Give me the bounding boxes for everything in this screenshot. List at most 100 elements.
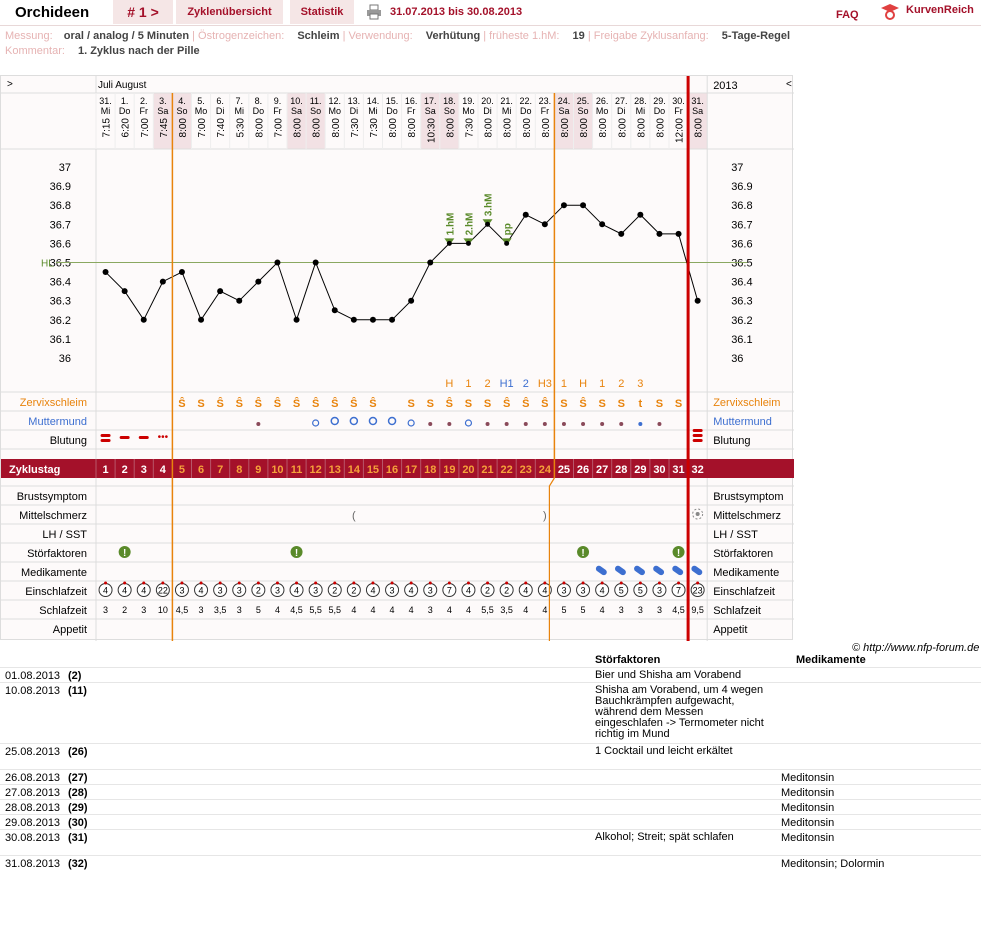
schlafzeit-value: 5,5: [309, 605, 322, 615]
nav-right-arrow: <: [786, 79, 792, 90]
day-date: 31.: [99, 96, 112, 106]
notes-stoerfaktor: Bier und Shisha am Vorabend: [595, 669, 742, 681]
day-weekday: Fr: [407, 106, 416, 116]
y-tick-left: 36.3: [50, 296, 71, 308]
einschlafzeit-value: 4: [103, 586, 108, 596]
cervix-symbol: S: [407, 398, 414, 410]
muttermund-symbol: [368, 416, 378, 426]
row-label-right: Mittelschmerz: [713, 510, 781, 522]
cycle-day-number: 17: [405, 464, 417, 476]
muttermund-symbol: [600, 422, 605, 426]
y-tick-left: 36.4: [50, 277, 71, 289]
row-label-right: Schlafzeit: [713, 605, 761, 617]
einschlafzeit-value: 2: [504, 586, 509, 596]
schlafzeit-value: 3,5: [214, 605, 227, 615]
info-label: Verwendung:: [348, 30, 413, 42]
medication-icon: [614, 565, 626, 576]
row-label-left: Zervixschleim: [20, 397, 87, 409]
notes-medikament: Meditonsin: [781, 817, 835, 829]
row-label-left: Mittelschmerz: [19, 510, 87, 522]
day-weekday: Fr: [674, 106, 683, 116]
clock-marker: [466, 581, 470, 585]
schlafzeit-value: 5: [561, 605, 566, 615]
notes-date: 29.08.2013: [5, 817, 61, 829]
cervix-symbol: Ŝ: [522, 397, 529, 410]
day-date: 3.: [159, 96, 167, 106]
day-time: 8:00: [617, 118, 628, 138]
cervix-symbol: Ŝ: [350, 397, 357, 410]
cervix-symbol: S: [656, 398, 663, 410]
day-date: 11.: [310, 96, 322, 106]
row-label-right: Blutung: [713, 435, 750, 447]
tab-statistik[interactable]: Statistik: [290, 0, 354, 24]
day-time: 8:00: [636, 118, 647, 138]
notes-cycle-day: (32): [68, 858, 88, 870]
clock-marker: [180, 581, 184, 585]
comment-line: Kommentar: 1. Zyklus nach der Pille: [5, 45, 200, 57]
tab-zyklenuebersicht[interactable]: Zyklenübersicht: [176, 0, 283, 24]
day-weekday: Do: [386, 106, 398, 116]
day-time: 8:00: [579, 118, 590, 138]
temperature-point: [637, 211, 644, 218]
bleeding-mark: [138, 436, 149, 439]
einschlafzeit-value: 4: [199, 586, 204, 596]
day-weekday: Di: [617, 106, 626, 116]
row-label-left: Brustsymptom: [17, 491, 87, 503]
weekend-header-shade: [688, 93, 708, 149]
kurvenreich-logo-icon[interactable]: [879, 2, 901, 20]
day-date: 14.: [367, 96, 380, 106]
medication-icon: [691, 565, 703, 576]
row-label-left: Appetit: [53, 624, 87, 636]
y-tick-left: 36.6: [50, 238, 71, 250]
day-weekday: Mo: [328, 106, 341, 116]
cycle-day-bar: [1, 459, 794, 478]
y-tick-right: 36.8: [731, 200, 752, 212]
temperature-point: [618, 230, 625, 237]
muttermund-symbol: [447, 422, 452, 426]
cervix-symbol: Ŝ: [579, 397, 586, 410]
y-tick-right: 36: [731, 353, 743, 365]
schlafzeit-value: 4: [409, 605, 414, 615]
cervix-count: H1: [500, 378, 514, 390]
cervix-count: H3: [538, 378, 552, 390]
clock-marker: [104, 581, 108, 585]
separator: |: [483, 30, 490, 42]
day-weekday: Di: [216, 106, 225, 116]
day-time: 7:45: [159, 118, 170, 138]
notes-header-medikamente: Medikamente: [796, 654, 866, 666]
temperature-point: [541, 221, 548, 228]
cervix-count: 1: [599, 378, 605, 390]
faq-link[interactable]: FAQ: [836, 9, 859, 21]
day-date: 22.: [519, 96, 532, 106]
day-weekday: Di: [483, 106, 492, 116]
brand-name[interactable]: KurvenReich: [906, 4, 974, 16]
cycle-day-number: 1: [102, 464, 108, 476]
notes-date: 28.08.2013: [5, 802, 61, 814]
day-date: 20.: [481, 96, 494, 106]
cycle-day-number: 26: [577, 464, 589, 476]
einschlafzeit-value: 23: [693, 586, 703, 596]
schlafzeit-value: 3: [619, 605, 624, 615]
day-time: 8:00: [445, 118, 456, 138]
cervix-symbol: S: [675, 398, 682, 410]
notes-date: 27.08.2013: [5, 787, 61, 799]
cycle-nav-button[interactable]: # 1 >: [113, 0, 173, 24]
notes-date: 26.08.2013: [5, 772, 61, 784]
day-time: 8:00: [312, 118, 323, 138]
cervix-count: 1: [465, 378, 471, 390]
schlafzeit-value: 4: [351, 605, 356, 615]
y-tick-right: 36.3: [731, 296, 752, 308]
clock-marker: [142, 581, 146, 585]
temperature-point: [178, 269, 185, 276]
clock-marker: [619, 581, 623, 585]
info-line: Messung: oral / analog / 5 Minuten | Öst…: [5, 30, 790, 42]
info-value: 5-Tage-Regel: [721, 30, 791, 42]
print-icon[interactable]: [366, 4, 382, 20]
temperature-point: [560, 202, 567, 209]
day-time: 8:00: [178, 118, 189, 138]
einschlafzeit-value: 4: [122, 586, 127, 596]
day-time: 8:00: [560, 118, 571, 138]
einschlafzeit-value: 3: [390, 586, 395, 596]
chart-svg: > <Juli August 201331.Mi7:151.Do6:202.Fr7:…: [1, 76, 794, 641]
einschlafzeit-value: 4: [523, 586, 528, 596]
